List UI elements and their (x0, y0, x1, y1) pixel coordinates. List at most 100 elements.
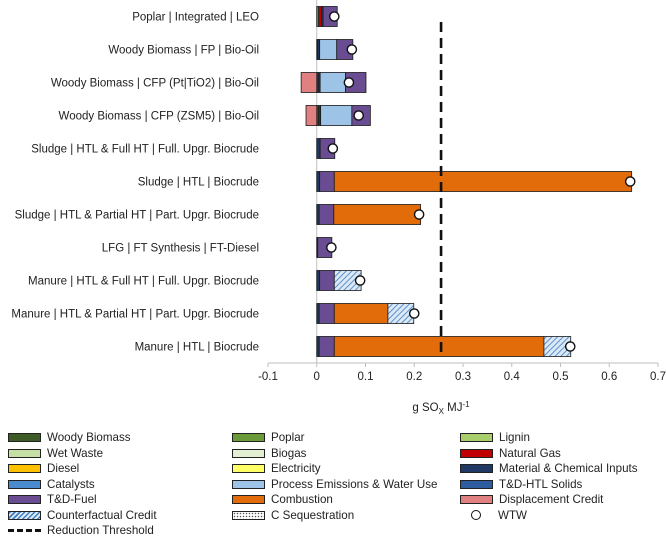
category-label: Woody Biomass | CFP (Pt|TiO2) | Bio-Oil (51, 78, 259, 90)
category-label: Manure | HTL | Biocrude (135, 342, 259, 354)
x-tick-label: 0 (314, 371, 320, 383)
bar-segment (318, 204, 335, 225)
bar-segment (333, 204, 421, 225)
legend-label: Poplar (271, 431, 305, 444)
bar-segment (333, 303, 389, 324)
legend-item-displacement-credit: Displacement Credit (460, 492, 603, 507)
category-label: LFG | FT Synthesis | FT-Diesel (102, 243, 259, 255)
legend-label: Wet Waste (47, 446, 104, 460)
legend-item-diesel: Diesel (8, 461, 79, 476)
bar-segment (333, 336, 545, 357)
legend-item-counterfactual-credit: Counterfactual Credit (8, 508, 157, 523)
legend-swatch (460, 464, 493, 473)
bar-segment (318, 336, 335, 357)
x-tick-label: -0.1 (258, 371, 278, 383)
legend-item-natural-gas: Natural Gas (460, 446, 561, 461)
legend-item-t-d-fuel: T&D-Fuel (8, 492, 97, 507)
bar-segment (318, 303, 335, 324)
category-label: Sludge | HTL & Full HT | Full. Upgr. Bio… (31, 144, 259, 156)
x-tick-label: 0.2 (406, 371, 422, 383)
wtw-marker (326, 242, 337, 253)
legend-label: Material & Chemical Inputs (499, 462, 638, 475)
legend-swatch (460, 448, 493, 458)
legend-label: Catalysts (47, 477, 95, 491)
legend-item-biogas: Biogas (232, 446, 306, 461)
bar-segment (319, 270, 335, 291)
bar-segment (319, 39, 338, 60)
bar-segment (316, 171, 321, 192)
bar-segment (333, 171, 633, 192)
wtw-marker (564, 341, 576, 352)
legend-label: Displacement Credit (499, 493, 604, 506)
wtw-marker (328, 11, 340, 22)
wtw-marker (327, 143, 339, 154)
legend-swatch (232, 433, 265, 442)
category-label: Sludge | HTL & Partial HT | Part. Upgr. … (15, 210, 259, 222)
bar-segment (318, 6, 323, 27)
legend-item-woody-biomass: Woody Biomass (8, 430, 131, 445)
x-axis-label: g SOX MJ-1 (412, 400, 470, 416)
legend-swatch (460, 433, 493, 442)
legend-label: Diesel (47, 462, 80, 475)
legend-swatch (8, 510, 41, 520)
bar-segment (320, 105, 353, 126)
bar-segment (319, 72, 346, 93)
wtw-marker (624, 176, 636, 187)
legend-label: Woody Biomass (47, 431, 131, 444)
legend-item-material-chemical-inputs: Material & Chemical Inputs (460, 461, 638, 476)
bar-segment (316, 270, 321, 291)
legend-swatch (8, 448, 41, 458)
legend-item-t-d-htl-solids: T&D-HTL Solids (460, 477, 582, 492)
category-label: Sludge | HTL | Biocrude (138, 177, 259, 189)
legend-label: Natural Gas (499, 446, 561, 460)
legend-label: WTW (498, 508, 527, 522)
legend-item-catalysts: Catalysts (8, 477, 95, 492)
legend-swatch (232, 479, 265, 489)
legend-label: C Sequestration (271, 508, 355, 522)
x-tick-label: 0.3 (455, 371, 471, 383)
x-tick-label: 0.7 (650, 371, 666, 383)
legend-item-poplar: Poplar (232, 430, 305, 445)
legend-label: T&D-HTL Solids (499, 477, 583, 491)
legend-label: Electricity (271, 462, 321, 475)
bar-segment (316, 138, 321, 159)
legend-label: Process Emissions & Water Use (271, 477, 438, 491)
legend-label: Biogas (271, 446, 307, 460)
legend-item-wtw: WTW (460, 508, 527, 523)
x-tick-label: 0.4 (504, 371, 521, 383)
category-label: Manure | HTL & Partial HT | Part. Upgr. … (11, 309, 259, 321)
legend-swatch (8, 433, 41, 442)
legend-threshold-line (8, 529, 41, 532)
legend-label: Counterfactual Credit (47, 508, 157, 522)
chart: -0.1 0 0.1 0.2 0.3 0.4 0.5 0.6 0.7 Poplar | Integ… (11, 0, 666, 416)
legend-swatch (8, 479, 41, 489)
legend-item-lignin: Lignin (460, 430, 530, 445)
x-tick-label: 0.1 (358, 371, 374, 383)
legend-swatch (460, 479, 493, 489)
wtw-marker (354, 275, 366, 286)
legend-swatch (232, 464, 265, 473)
wtw-marker (343, 77, 355, 88)
legend-swatch (8, 495, 41, 504)
legend-item-c-sequestration: C Sequestration (232, 508, 354, 523)
legend-label: Lignin (499, 431, 530, 444)
legend-label: T&D-Fuel (47, 493, 97, 506)
category-label: Woody Biomass | FP | Bio-Oil (108, 45, 259, 57)
wtw-marker (353, 110, 364, 121)
legend-swatch (232, 495, 265, 504)
legend-swatch (460, 495, 493, 504)
wtw-marker (408, 308, 420, 319)
legend-item-process-emissions-water-use: Process Emissions & Water Use (232, 477, 437, 492)
x-tick-label: 0.6 (601, 371, 617, 383)
bar-segment (305, 105, 318, 126)
legend-label: Reduction Threshold (47, 524, 154, 537)
legend-item-wet-waste: Wet Waste (8, 446, 103, 461)
category-label: Woody Biomass | CFP (ZSM5) | Bio-Oil (59, 111, 259, 123)
legend-swatch (8, 464, 41, 473)
legend-label: Combustion (271, 493, 333, 506)
legend-item-electricity: Electricity (232, 461, 321, 476)
plot-area: -0.1 0 0.1 0.2 0.3 0.4 0.5 0.6 0.7 Poplar | Integ… (11, 0, 666, 383)
legend-swatch (232, 510, 265, 520)
legend-swatch (232, 448, 265, 458)
bar-segment (300, 72, 318, 93)
